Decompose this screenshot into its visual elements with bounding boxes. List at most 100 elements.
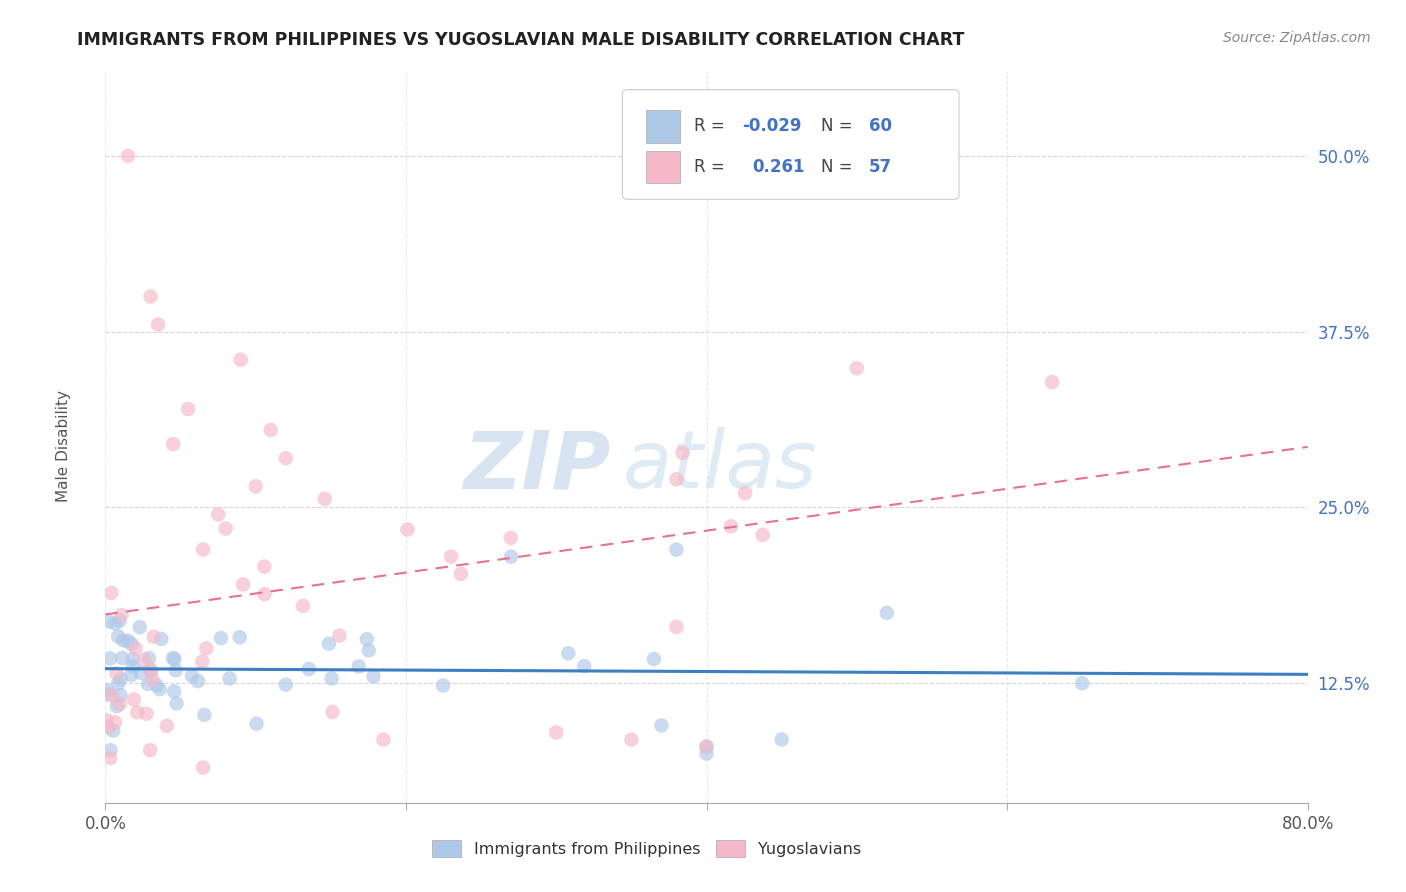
Point — [450, 566, 472, 581]
Point — [546, 725, 568, 739]
Point — [98, 751, 121, 765]
Point — [218, 672, 240, 686]
Point — [1071, 676, 1094, 690]
Point — [734, 486, 756, 500]
Point — [146, 318, 169, 332]
Point — [162, 437, 184, 451]
Point — [181, 669, 204, 683]
Point — [110, 608, 132, 623]
Point — [117, 149, 139, 163]
Text: 57: 57 — [869, 158, 891, 176]
Point — [141, 673, 163, 687]
Point — [111, 651, 134, 665]
Point — [138, 651, 160, 665]
Point — [100, 743, 122, 757]
Point — [751, 528, 773, 542]
Point — [274, 451, 297, 466]
Point — [501, 549, 523, 564]
Point — [139, 663, 162, 677]
Point — [142, 630, 165, 644]
Point — [121, 652, 143, 666]
Point — [665, 542, 688, 557]
Point — [845, 361, 868, 376]
Point — [643, 652, 665, 666]
Point — [620, 732, 643, 747]
FancyBboxPatch shape — [647, 151, 681, 184]
Point — [98, 651, 121, 665]
Point — [274, 678, 297, 692]
Point — [440, 549, 463, 564]
Point — [318, 637, 340, 651]
Point — [193, 707, 215, 722]
Point — [321, 705, 343, 719]
Point — [108, 697, 131, 711]
Point — [135, 706, 157, 721]
Point — [97, 720, 120, 734]
Point — [104, 616, 127, 631]
Point — [321, 672, 343, 686]
Point — [671, 446, 693, 460]
Text: IMMIGRANTS FROM PHILIPPINES VS YUGOSLAVIAN MALE DISABILITY CORRELATION CHART: IMMIGRANTS FROM PHILIPPINES VS YUGOSLAVI… — [77, 31, 965, 49]
Point — [253, 587, 276, 601]
Point — [107, 630, 129, 644]
Legend: Immigrants from Philippines, Yugoslavians: Immigrants from Philippines, Yugoslavian… — [432, 840, 860, 857]
Point — [163, 652, 186, 666]
Point — [146, 678, 169, 692]
Point — [373, 732, 395, 747]
Point — [292, 599, 315, 613]
FancyBboxPatch shape — [647, 110, 681, 143]
Point — [105, 666, 128, 681]
Point — [125, 641, 148, 656]
Point — [96, 714, 118, 728]
Text: R =: R = — [695, 117, 731, 135]
Text: -0.029: -0.029 — [742, 117, 801, 135]
Point — [121, 659, 143, 673]
Point — [117, 633, 139, 648]
Text: Male Disability: Male Disability — [56, 390, 70, 502]
Point — [696, 739, 718, 754]
Point — [128, 620, 150, 634]
Point — [214, 522, 236, 536]
Point — [356, 632, 378, 647]
Point — [120, 637, 142, 651]
Point — [209, 631, 232, 645]
Point — [162, 651, 184, 665]
Point — [96, 683, 118, 698]
Point — [101, 723, 124, 738]
Point — [134, 653, 156, 667]
Point — [191, 655, 214, 669]
Text: 0.261: 0.261 — [752, 158, 804, 176]
Point — [363, 669, 385, 683]
Point — [574, 659, 596, 673]
FancyBboxPatch shape — [623, 90, 959, 200]
Point — [98, 615, 121, 629]
Point — [229, 352, 252, 367]
Point — [314, 491, 336, 506]
Point — [110, 672, 132, 686]
Point — [770, 732, 793, 747]
Point — [298, 662, 321, 676]
Point — [357, 643, 380, 657]
Point — [650, 718, 672, 732]
Text: N =: N = — [821, 158, 858, 176]
Point — [100, 586, 122, 600]
Point — [110, 688, 132, 702]
Point — [328, 629, 350, 643]
Point — [136, 677, 159, 691]
Point — [557, 646, 579, 660]
Point — [228, 630, 250, 644]
Point — [232, 577, 254, 591]
Point — [129, 665, 152, 680]
Point — [139, 743, 162, 757]
Text: Source: ZipAtlas.com: Source: ZipAtlas.com — [1223, 31, 1371, 45]
Point — [665, 472, 688, 486]
Point — [97, 687, 120, 701]
Point — [665, 620, 688, 634]
Point — [166, 697, 188, 711]
Point — [191, 761, 214, 775]
Point — [432, 679, 454, 693]
Point — [876, 606, 898, 620]
Point — [100, 689, 122, 703]
Point — [127, 706, 149, 720]
Point — [120, 668, 142, 682]
